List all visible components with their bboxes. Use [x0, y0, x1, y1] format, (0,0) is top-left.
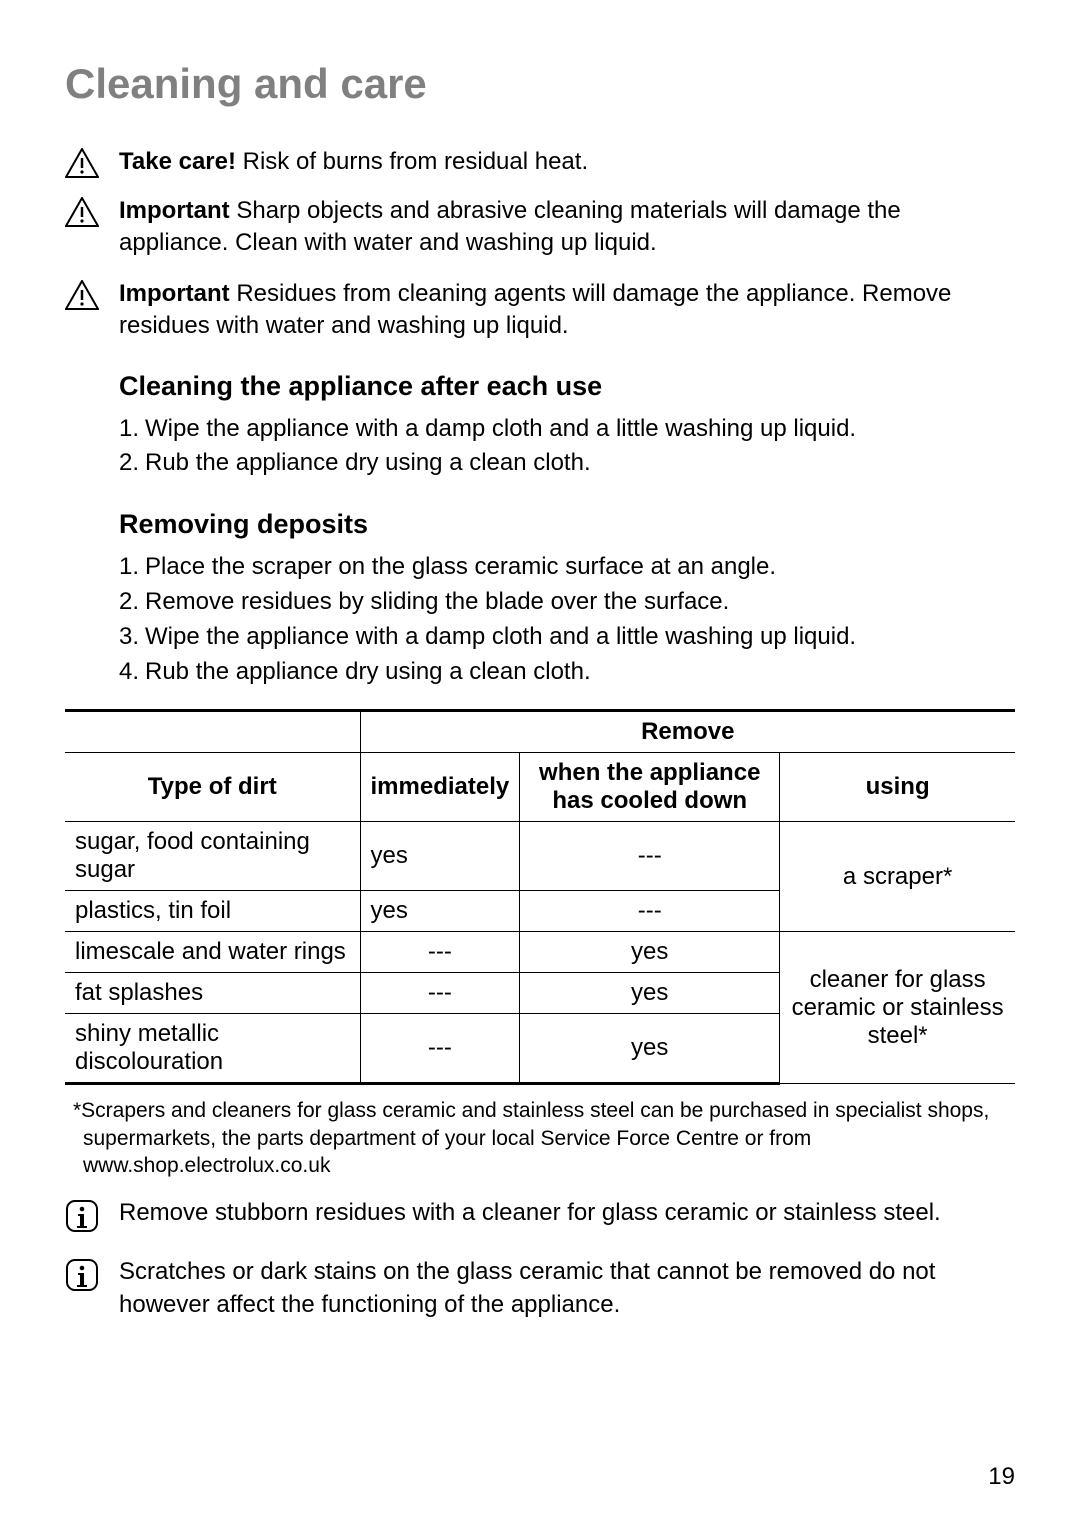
table-header-immediately: immediately [360, 753, 520, 822]
info-1: Remove stubborn residues with a cleaner … [65, 1197, 1015, 1238]
list-item-text: Remove residues by sliding the blade ove… [145, 585, 729, 620]
warning-triangle-icon [65, 148, 99, 178]
cell-imm: --- [360, 1014, 520, 1084]
cell-cool: yes [520, 1014, 780, 1084]
list-number: 2. [119, 585, 145, 620]
info-2-text: Scratches or dark stains on the glass ce… [119, 1256, 1015, 1321]
warning-triangle-icon [65, 280, 99, 310]
cell-type: fat splashes [65, 973, 360, 1014]
list-item-text: Wipe the appliance with a damp cloth and… [145, 412, 856, 447]
cell-type: sugar, food containing sugar [65, 822, 360, 891]
cell-cool: yes [520, 932, 780, 973]
cell-cool: --- [520, 822, 780, 891]
list-number: 3. [119, 620, 145, 655]
list-number: 2. [119, 446, 145, 481]
warning-3: Important Residues from cleaning agents … [65, 278, 1015, 343]
warning-3-text: Residues from cleaning agents will damag… [119, 280, 951, 339]
cell-type: shiny metallic discolouration [65, 1014, 360, 1084]
table-row: limescale and water rings --- yes cleane… [65, 932, 1015, 973]
warning-1-text: Risk of burns from residual heat. [236, 148, 588, 175]
cell-type: limescale and water rings [65, 932, 360, 973]
cell-using-group2: cleaner for glass ceramic or stainless s… [780, 932, 1015, 1084]
warning-2-bold: Important [119, 197, 230, 224]
info-icon [65, 1258, 99, 1292]
table-header-cooled: when the appliance has cooled down [520, 753, 780, 822]
list-item-text: Wipe the appliance with a damp cloth and… [145, 620, 856, 655]
cell-imm: --- [360, 973, 520, 1014]
table-header-remove: Remove [360, 711, 1015, 753]
cell-cool: yes [520, 973, 780, 1014]
cell-imm: yes [360, 891, 520, 932]
warning-2-text: Sharp objects and abrasive cleaning mate… [119, 197, 901, 256]
cell-imm: yes [360, 822, 520, 891]
table-footnote: *Scrapers and cleaners for glass ceramic… [65, 1097, 1015, 1179]
cell-cool: --- [520, 891, 780, 932]
warning-1: Take care! Risk of burns from residual h… [65, 146, 1015, 183]
warning-1-bold: Take care! [119, 148, 236, 175]
page-title: Cleaning and care [65, 60, 1015, 108]
table-header-type: Type of dirt [65, 753, 360, 822]
cell-type: plastics, tin foil [65, 891, 360, 932]
page-number: 19 [988, 1463, 1015, 1491]
list-item-text: Place the scraper on the glass ceramic s… [145, 550, 776, 585]
deposits-table: Remove Type of dirt immediately when the… [65, 709, 1015, 1085]
table-row: sugar, food containing sugar yes --- a s… [65, 822, 1015, 891]
cell-using-group1: a scraper* [780, 822, 1015, 932]
section-2-list: 1.Place the scraper on the glass ceramic… [119, 550, 1015, 689]
section-2-heading: Removing deposits [119, 509, 1015, 540]
section-1-heading: Cleaning the appliance after each use [119, 371, 1015, 402]
section-1-list: 1.Wipe the appliance with a damp cloth a… [119, 412, 1015, 482]
list-number: 4. [119, 655, 145, 690]
table-header-using: using [780, 753, 1015, 822]
cell-imm: --- [360, 932, 520, 973]
warning-triangle-icon [65, 197, 99, 227]
list-number: 1. [119, 412, 145, 447]
warning-2: Important Sharp objects and abrasive cle… [65, 195, 1015, 260]
info-icon [65, 1199, 99, 1233]
warning-3-bold: Important [119, 280, 230, 307]
info-1-text: Remove stubborn residues with a cleaner … [119, 1197, 1015, 1229]
list-item-text: Rub the appliance dry using a clean clot… [145, 655, 591, 690]
list-number: 1. [119, 550, 145, 585]
info-2: Scratches or dark stains on the glass ce… [65, 1256, 1015, 1321]
list-item-text: Rub the appliance dry using a clean clot… [145, 446, 591, 481]
